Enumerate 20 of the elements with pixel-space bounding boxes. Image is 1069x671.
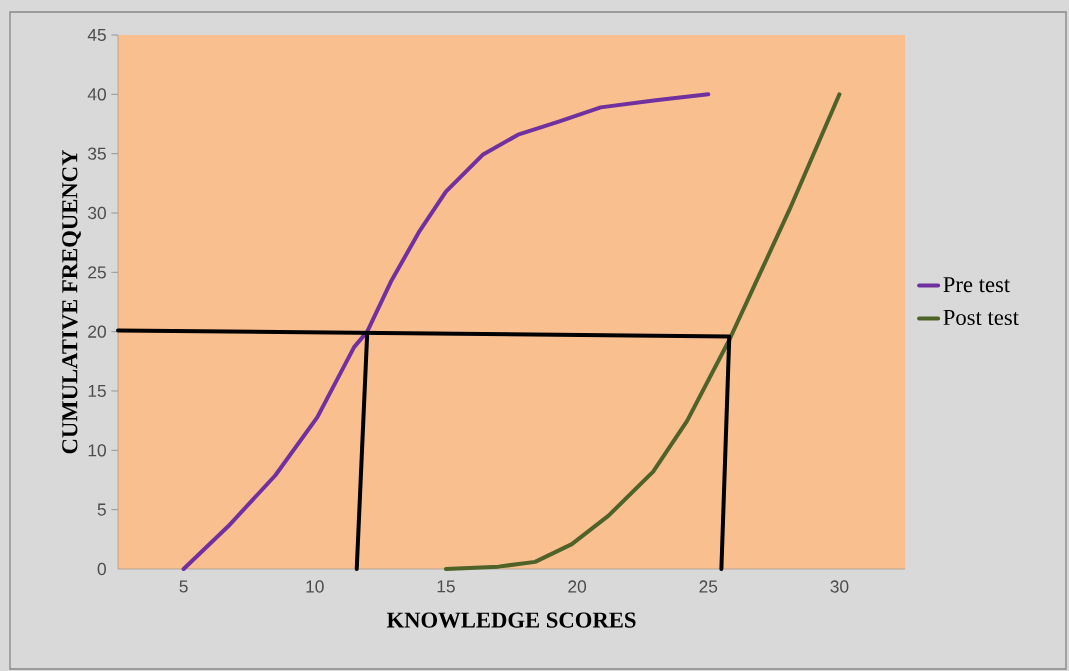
y-tick-label: 10 — [88, 444, 106, 457]
y-tick-label: 35 — [88, 147, 106, 160]
x-tick-label: 15 — [437, 580, 455, 593]
y-tick-label: 25 — [88, 266, 106, 279]
x-tick-label: 10 — [306, 580, 324, 593]
legend-label: Post test — [943, 309, 1019, 326]
x-tick-label: 30 — [830, 580, 849, 593]
x-tick-label: 25 — [699, 580, 718, 593]
y-tick-label: 40 — [87, 88, 106, 101]
x-tick-label: 5 — [179, 580, 188, 593]
y-axis-title: CUMULATIVE FREQUENCY — [62, 150, 81, 454]
x-tick-label: 20 — [568, 580, 587, 593]
x-axis-title: KNOWLEDGE SCORES — [386, 612, 636, 628]
y-tick-label: 30 — [88, 206, 106, 220]
y-tick-label: 0 — [97, 562, 106, 576]
y-tick-label: 45 — [87, 28, 106, 42]
y-tick-label: 15 — [88, 384, 106, 398]
legend-label: Pre test — [943, 277, 1011, 293]
y-tick-label: 5 — [97, 503, 106, 516]
y-tick-label: 20 — [88, 325, 106, 338]
